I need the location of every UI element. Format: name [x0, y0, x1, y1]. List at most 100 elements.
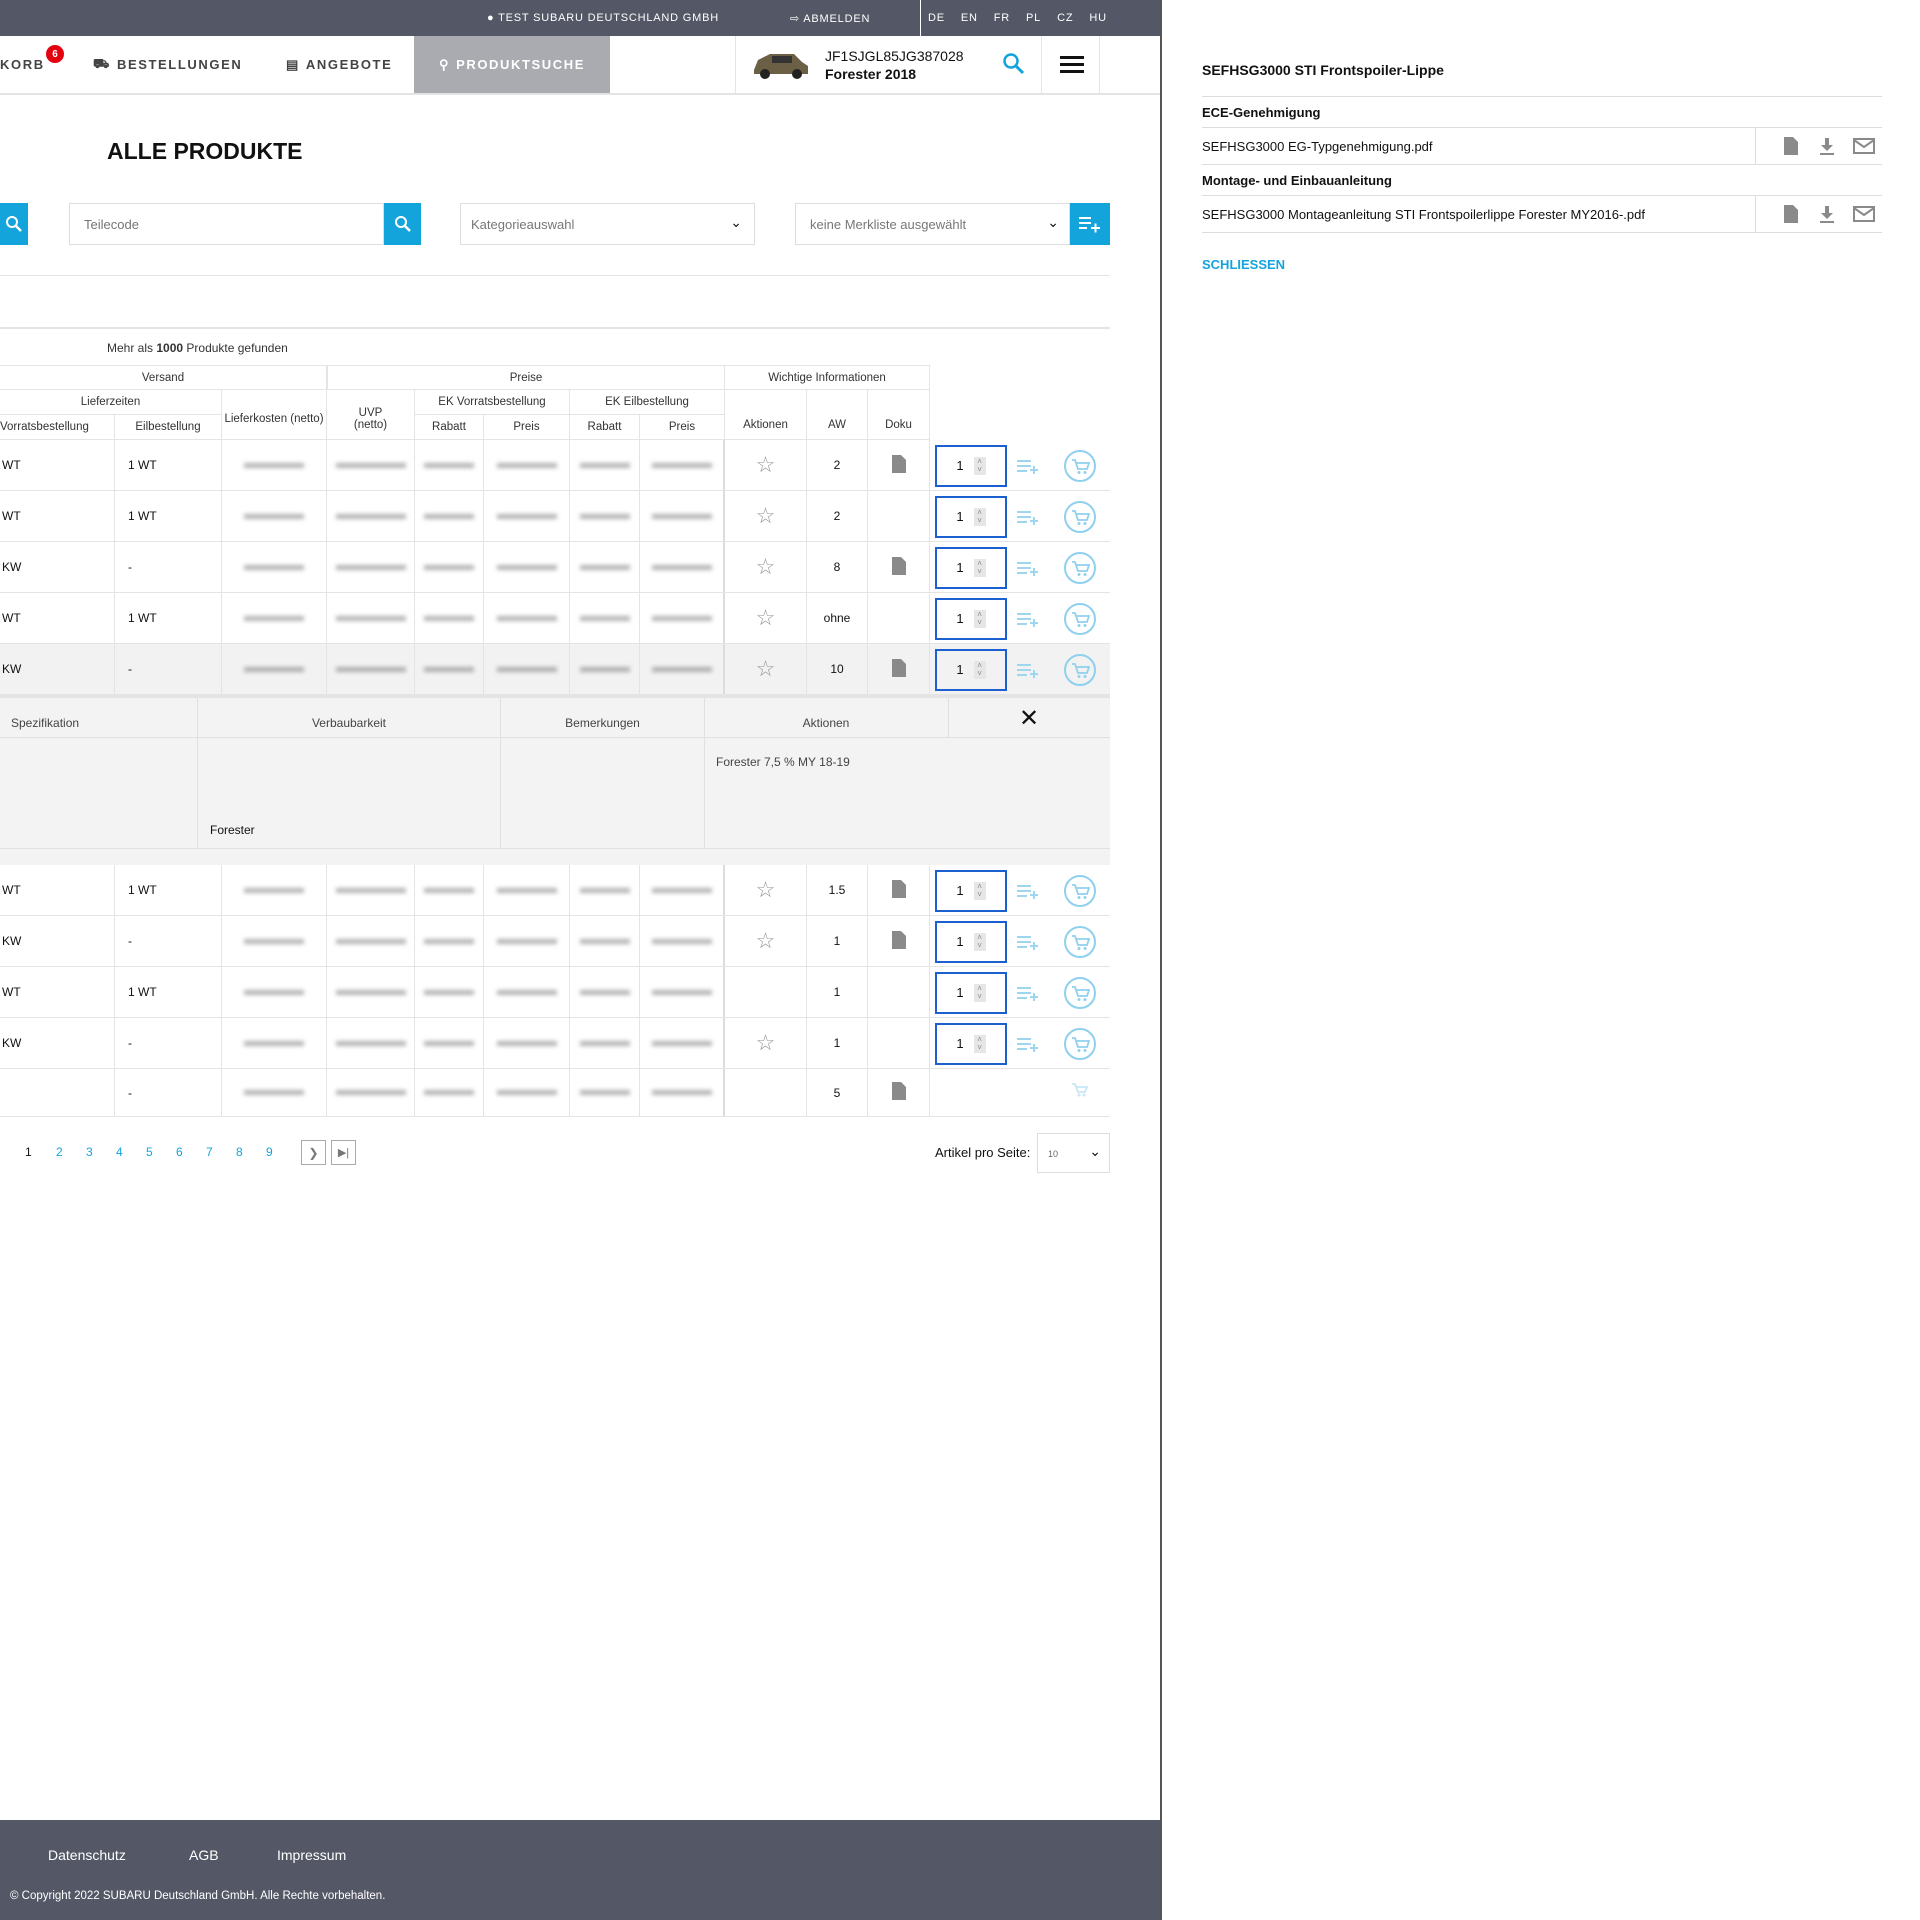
table-row[interactable]: WT 1 WT ☆ 1.5 1 ˄ ˅	[0, 865, 1110, 916]
add-to-list-icon[interactable]	[1017, 985, 1039, 1004]
add-to-list-icon[interactable]	[1017, 934, 1039, 953]
vehicle-selector[interactable]: JF1SJGL85JG387028 Forester 2018	[735, 36, 1041, 93]
table-row[interactable]: WT 1 WT ☆ 2 1 ˄ ˅	[0, 440, 1110, 491]
table-row[interactable]: KW - ☆ 8 1 ˄ ˅	[0, 542, 1110, 593]
spinner-icon[interactable]: ˄ ˅	[973, 1034, 986, 1053]
teilecode-search-button[interactable]	[384, 203, 421, 245]
page-link[interactable]: 3	[86, 1145, 93, 1159]
download-icon[interactable]	[1819, 136, 1835, 159]
add-to-cart-button[interactable]	[1063, 449, 1097, 486]
mail-icon[interactable]	[1853, 205, 1875, 226]
add-to-watchlist-button[interactable]	[1070, 203, 1110, 245]
table-row[interactable]: WT 1 WT ☆ ohne 1 ˄ ˅	[0, 593, 1110, 644]
nav-cart[interactable]: KORB 6	[0, 36, 64, 93]
close-panel-button[interactable]: SCHLIESSEN	[1202, 257, 1286, 272]
last-page-button[interactable]: ▶|	[331, 1140, 356, 1165]
quantity-stepper[interactable]: 1 ˄ ˅	[935, 597, 1007, 640]
page-link[interactable]: 2	[56, 1145, 63, 1159]
page-link[interactable]: 7	[206, 1145, 213, 1159]
search-toggle-button[interactable]	[0, 203, 28, 245]
table-row[interactable]: KW - ☆ 10 1 ˄ ˅	[0, 644, 1110, 695]
lang-fr[interactable]: FR	[993, 12, 1011, 24]
document-icon[interactable]	[891, 879, 907, 902]
document-icon[interactable]	[891, 454, 907, 477]
star-icon[interactable]: ☆	[755, 656, 776, 681]
search-icon[interactable]	[1002, 52, 1026, 76]
footer-link[interactable]: Impressum	[277, 1847, 347, 1863]
star-icon[interactable]: ☆	[755, 503, 776, 528]
table-row[interactable]: WT 1 WT ☆ 2 1 ˄ ˅	[0, 491, 1110, 542]
close-icon[interactable]: ✕	[1019, 705, 1040, 732]
document-icon[interactable]	[891, 556, 907, 579]
lang-en[interactable]: EN	[960, 12, 978, 24]
star-icon[interactable]: ☆	[755, 554, 776, 579]
nav-orders[interactable]: ⛟ BESTELLUNGEN	[93, 55, 243, 73]
spinner-icon[interactable]: ˄ ˅	[973, 609, 986, 628]
category-select[interactable]: Kategorieauswahl ⌄	[460, 203, 755, 245]
table-row[interactable]: KW - ☆ 1 1 ˄ ˅	[0, 916, 1110, 967]
add-to-cart-button[interactable]	[1063, 925, 1097, 962]
lang-cz[interactable]: CZ	[1057, 12, 1074, 24]
quantity-stepper[interactable]: 1 ˄ ˅	[935, 971, 1007, 1014]
footer-link[interactable]: Datenschutz	[48, 1847, 126, 1863]
file-montage[interactable]: SEFHSG3000 Montageanleitung STI Frontspo…	[1202, 207, 1645, 222]
spinner-icon[interactable]: ˄ ˅	[973, 558, 986, 577]
spinner-icon[interactable]: ˄ ˅	[973, 983, 986, 1002]
spinner-icon[interactable]: ˄ ˅	[973, 507, 986, 526]
quantity-stepper[interactable]: 1 ˄ ˅	[935, 444, 1007, 487]
spinner-icon[interactable]: ˄ ˅	[973, 456, 986, 475]
page-link[interactable]: 8	[236, 1145, 243, 1159]
spinner-icon[interactable]: ˄ ˅	[973, 660, 986, 679]
page-link[interactable]: 9	[266, 1145, 273, 1159]
star-icon[interactable]: ☆	[755, 928, 776, 953]
star-icon[interactable]: ☆	[755, 1030, 776, 1055]
add-to-list-icon[interactable]	[1017, 611, 1039, 630]
add-to-cart-button[interactable]	[1063, 874, 1097, 911]
add-to-list-icon[interactable]	[1017, 662, 1039, 681]
add-to-list-icon[interactable]	[1017, 458, 1039, 477]
nav-product-search[interactable]: ⚲ PRODUKTSUCHE	[414, 36, 610, 93]
add-to-cart-button[interactable]	[1063, 653, 1097, 690]
add-to-cart-button[interactable]	[1063, 500, 1097, 537]
star-icon[interactable]: ☆	[755, 605, 776, 630]
quantity-stepper[interactable]: 1 ˄ ˅	[935, 546, 1007, 589]
add-to-cart-button[interactable]	[1063, 602, 1097, 639]
quantity-stepper[interactable]: 1 ˄ ˅	[935, 920, 1007, 963]
table-row[interactable]: -5	[0, 1069, 1110, 1117]
lang-hu[interactable]: HU	[1089, 12, 1107, 24]
quantity-stepper[interactable]: 1 ˄ ˅	[935, 1022, 1007, 1065]
document-icon[interactable]	[891, 658, 907, 681]
add-to-cart-button[interactable]	[1063, 976, 1097, 1013]
nav-offers[interactable]: ▤ ANGEBOTE	[286, 56, 393, 73]
page-link[interactable]: 4	[116, 1145, 123, 1159]
add-to-list-icon[interactable]	[1017, 883, 1039, 902]
quantity-stepper[interactable]: 1 ˄ ˅	[935, 495, 1007, 538]
spinner-icon[interactable]: ˄ ˅	[973, 932, 986, 951]
lang-pl[interactable]: PL	[1026, 12, 1042, 24]
document-icon[interactable]	[1783, 204, 1799, 227]
table-row[interactable]: WT 1 WT 1 1 ˄ ˅	[0, 967, 1110, 1018]
add-to-list-icon[interactable]	[1017, 509, 1039, 528]
download-icon[interactable]	[1819, 204, 1835, 227]
spinner-icon[interactable]: ˄ ˅	[973, 881, 986, 900]
document-icon[interactable]	[891, 930, 907, 953]
page-link[interactable]: 6	[176, 1145, 183, 1159]
next-page-button[interactable]: ❯	[301, 1140, 326, 1165]
star-icon[interactable]: ☆	[755, 877, 776, 902]
star-icon[interactable]: ☆	[755, 452, 776, 477]
menu-button[interactable]	[1041, 36, 1100, 93]
file-ece[interactable]: SEFHSG3000 EG-Typgenehmigung.pdf	[1202, 139, 1433, 154]
add-to-list-icon[interactable]	[1017, 560, 1039, 579]
mail-icon[interactable]	[1853, 137, 1875, 158]
add-to-cart-button[interactable]	[1063, 551, 1097, 588]
quantity-stepper[interactable]: 1 ˄ ˅	[935, 648, 1007, 691]
per-page-select[interactable]: 10 ⌄	[1037, 1133, 1110, 1173]
table-row[interactable]: KW - ☆ 1 1 ˄ ˅	[0, 1018, 1110, 1069]
page-link[interactable]: 5	[146, 1145, 153, 1159]
logout-button[interactable]: ⇨ ABMELDEN	[790, 13, 871, 25]
add-to-list-icon[interactable]	[1017, 1036, 1039, 1055]
footer-link[interactable]: AGB	[189, 1847, 219, 1863]
document-icon[interactable]	[1783, 136, 1799, 159]
watchlist-select[interactable]: keine Merkliste ausgewählt ⌄	[795, 203, 1070, 245]
add-to-cart-button[interactable]	[1063, 1027, 1097, 1064]
